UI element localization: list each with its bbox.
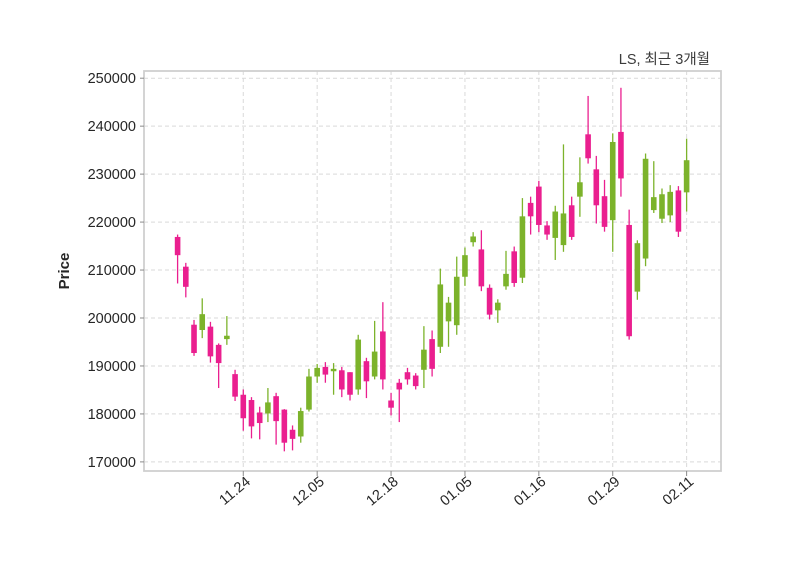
candle-down [593,155,600,224]
candle-down [347,372,353,401]
candle-down [601,179,608,232]
x-tick-label: 12.05 [290,474,328,510]
candle-up [659,188,665,224]
y-tick-label: 200000 [88,311,136,327]
candle-up [650,161,657,213]
candle-up [314,364,320,383]
candle-down [207,321,214,363]
y-tick-label: 190000 [88,359,136,375]
candle-down [527,196,534,235]
candle-up [453,256,460,335]
candle-up [224,316,230,345]
candle-up [297,407,304,443]
y-axis-title: Price [56,252,73,290]
candle-down [232,369,238,401]
x-tick-label: 02.11 [660,474,697,509]
candle-up [199,298,206,339]
candle-down [256,406,263,440]
y-tick-label: 230000 [88,167,136,183]
y-tick-label: 210000 [88,263,136,279]
candle-down [273,392,279,445]
candle-up [609,133,616,252]
axis-ticks [140,77,688,476]
candle-down [289,425,296,451]
candle-up [470,232,476,247]
x-tick-label: 11.24 [217,474,254,509]
candle-up [462,247,468,286]
candle-up [642,153,649,267]
candle-up [560,144,567,252]
y-tick-label: 180000 [88,407,136,423]
y-tick-labels: 170000 180000 190000 200000 210000 220000 2300… [88,71,136,471]
candle-down [568,196,575,240]
candle-down [536,180,542,233]
x-tick-labels: 11.24 12.05 12.18 01.05 01.16 01.29 02.11 [217,474,698,510]
x-tick-label: 01.29 [585,474,623,510]
candle-down [478,230,485,292]
x-tick-label: 01.05 [437,474,475,510]
plot-border-group [143,70,722,472]
candle-down [429,330,435,377]
candle-down [618,87,624,197]
candle-down [322,362,329,383]
candle-up [634,240,641,300]
candle-down [174,234,181,284]
candle-down [380,302,386,390]
candle-up [552,205,559,260]
gridlines [144,71,721,471]
candle-down [240,389,247,431]
candle-up [503,250,509,290]
candle-up [421,326,427,389]
candle-down [585,95,591,164]
candle-up [437,268,444,354]
candle-down [248,397,255,439]
candle-down [363,357,370,399]
candle-up [445,296,452,347]
y-tick-label: 170000 [88,455,136,471]
candle-up [494,299,501,323]
y-tick-label: 240000 [88,119,136,135]
candle-down [339,366,345,398]
candle-down [511,246,518,287]
candle-up [355,334,362,395]
candle-down [281,409,288,452]
candle-down [396,378,403,423]
candle-down [388,392,394,416]
chart-title: LS, 최근 3개월 [618,52,710,68]
candle-up [371,320,378,380]
y-tick-label: 220000 [88,215,136,231]
candle-down [675,186,682,237]
candle-down [404,367,411,385]
candle-up [519,198,526,283]
candle-up [306,368,312,412]
candle-down [412,373,419,390]
x-tick-label: 12.18 [364,474,402,510]
candle-down [215,343,222,389]
candle-down [544,221,550,240]
candle-down [486,284,493,320]
candle-down [183,262,189,298]
x-tick-label: 01.16 [511,474,549,510]
candles [174,87,690,452]
candle-down [191,319,197,356]
candle-up [330,363,337,395]
candle-up [683,138,690,212]
y-tick-label: 250000 [88,71,136,87]
candle-down [626,209,632,340]
candle-up [265,388,271,423]
candle-up [577,157,583,217]
candle-up [667,185,673,223]
